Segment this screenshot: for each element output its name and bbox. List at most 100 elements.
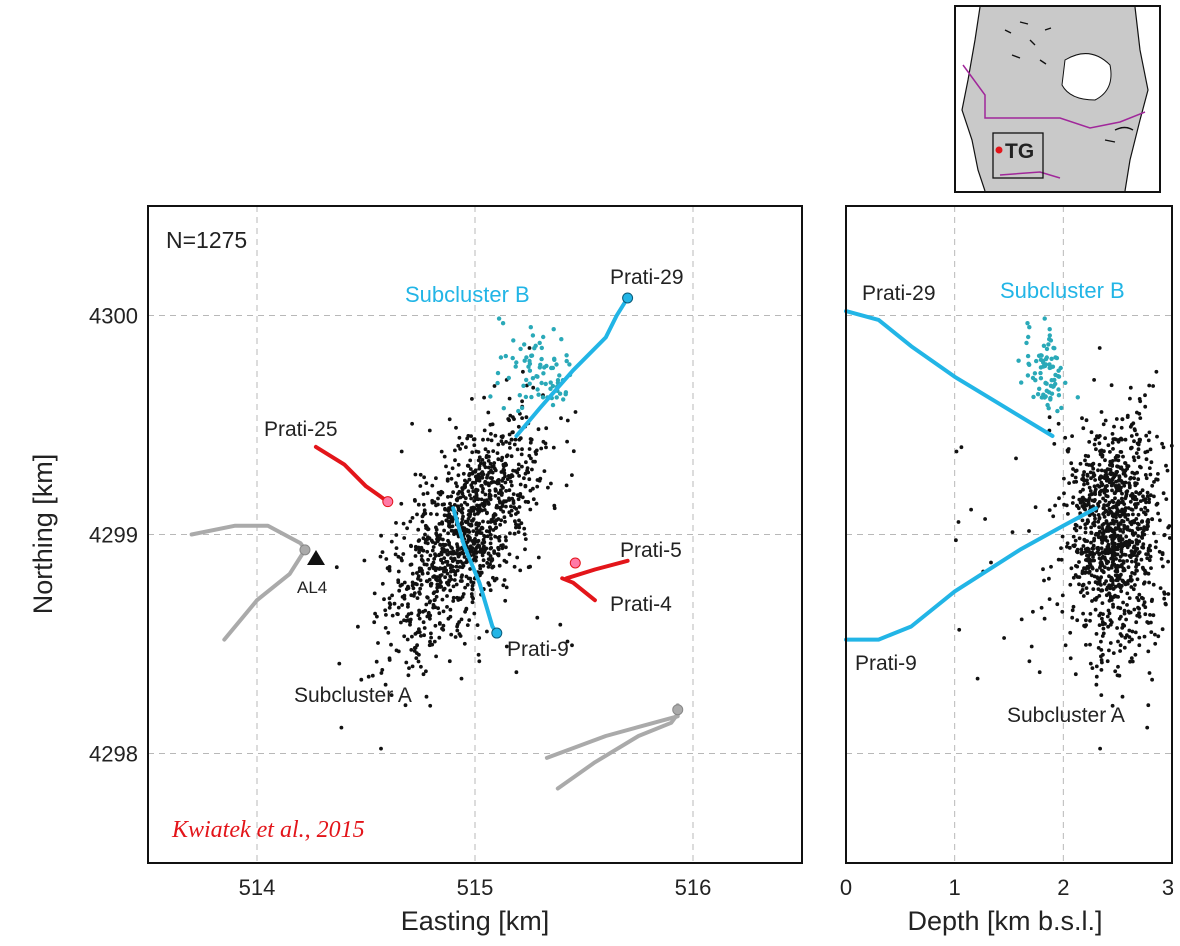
event-point [480, 490, 485, 494]
section-event-point [1164, 463, 1168, 468]
section-event-point [1120, 694, 1125, 699]
event-point [396, 569, 401, 574]
section-event-point [1081, 426, 1086, 431]
event-point [456, 496, 460, 501]
section-event-point [1105, 561, 1109, 566]
event-point [444, 464, 448, 469]
event-point [435, 578, 439, 583]
event-point [479, 531, 484, 535]
section-event-point [1074, 523, 1079, 528]
event-point [518, 482, 523, 487]
section-subcluster-b-point [1041, 343, 1047, 348]
section-event-point [1070, 473, 1075, 477]
event-point [466, 434, 471, 438]
event-point [469, 496, 473, 501]
section-event-point [1113, 526, 1118, 530]
section-event-point [1062, 502, 1066, 507]
section-event-point [1083, 571, 1087, 575]
event-point [436, 502, 440, 507]
event-point [492, 461, 497, 465]
section-event-point [1121, 454, 1125, 459]
event-point [416, 659, 421, 664]
event-point [565, 418, 570, 423]
section-event-point [1121, 561, 1126, 565]
event-point [475, 511, 480, 516]
event-point [483, 465, 488, 470]
section-event-point [1140, 565, 1145, 570]
section-event-point [1097, 525, 1101, 530]
event-point [446, 471, 451, 476]
section-event-point [1056, 421, 1061, 426]
section-event-point [1151, 613, 1156, 618]
event-point [551, 445, 556, 450]
subcluster-b-point [529, 353, 535, 358]
event-point [422, 626, 427, 630]
section-event-point [1134, 565, 1138, 569]
section-event-point [1091, 547, 1095, 551]
event-point [462, 641, 467, 646]
section-event-point [1108, 550, 1113, 554]
event-point [470, 485, 475, 490]
map-tick-labels: 514 515 516 4298 4299 4300 [89, 304, 711, 901]
map-subcluster-b-points [488, 316, 573, 414]
event-point [504, 454, 509, 459]
section-event-point [1071, 467, 1075, 471]
section-event-point [1105, 539, 1110, 543]
section-event-point [1142, 600, 1147, 605]
subcluster-b-point [524, 377, 529, 383]
event-point [468, 458, 473, 463]
section-event-point [1111, 437, 1116, 442]
inset-border [962, 64, 1146, 179]
map-frame [147, 205, 803, 864]
event-point [517, 474, 521, 478]
event-point [447, 540, 451, 545]
section-event-point [1167, 536, 1172, 540]
section-event-point [1014, 456, 1018, 461]
subcluster-b-point [551, 327, 556, 332]
map-y-tick-label: 4299 [89, 523, 138, 548]
section-event-point [1087, 513, 1092, 518]
event-point [520, 416, 524, 420]
event-point [471, 529, 476, 533]
event-point [476, 450, 481, 454]
event-point [481, 437, 485, 442]
section-event-point [1121, 579, 1125, 584]
section-event-point [1104, 579, 1108, 583]
section-event-point [1029, 644, 1034, 649]
event-point [514, 670, 519, 675]
section-event-point [1147, 500, 1151, 505]
section-event-point [1106, 566, 1111, 571]
event-point [390, 593, 394, 598]
section-event-point [1102, 489, 1107, 494]
event-point [423, 540, 428, 545]
event-point [461, 471, 466, 476]
section-event-point [1128, 659, 1132, 664]
event-point [441, 542, 446, 547]
section-event-point [1116, 525, 1121, 529]
section-event-point [1117, 475, 1122, 480]
event-point [436, 582, 441, 587]
section-event-point [1071, 543, 1076, 548]
map-panel: AL4 N=1275 Subcluster B Subcluster A Pra… [28, 205, 803, 936]
event-point [424, 602, 429, 607]
event-point [402, 580, 407, 585]
event-point [498, 488, 503, 493]
section-event-point [1091, 521, 1095, 526]
well-trajectory-unlabeled [189, 523, 307, 552]
section-event-point [1088, 618, 1092, 623]
event-point [504, 644, 509, 649]
event-point [417, 538, 422, 543]
event-point [480, 526, 485, 531]
section-event-point [1096, 519, 1101, 524]
event-point [451, 599, 456, 603]
event-point [504, 545, 508, 550]
section-event-point [1118, 521, 1123, 526]
section-event-point [1121, 530, 1125, 534]
event-point [456, 492, 460, 496]
section-event-point [1164, 602, 1168, 607]
section-event-point [1137, 592, 1142, 597]
section-event-point [1103, 557, 1107, 561]
event-point [398, 583, 403, 588]
section-event-point [1113, 669, 1118, 674]
map-x-axis-label: Easting [km] [401, 906, 550, 936]
